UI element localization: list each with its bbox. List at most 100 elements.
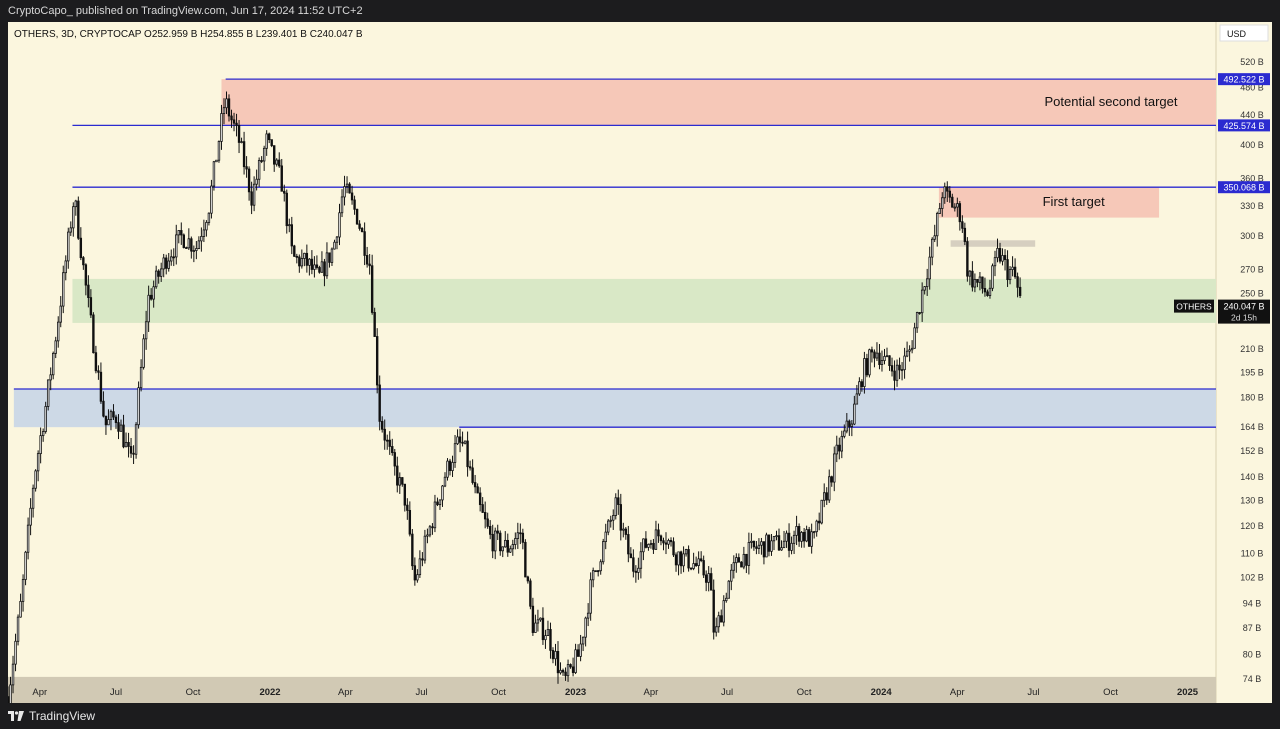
candle: [443, 472, 447, 488]
candle-body: [353, 199, 356, 210]
candle: [825, 487, 828, 505]
candle-body: [64, 260, 67, 274]
candle: [843, 424, 846, 439]
symbol-tag-label: OTHERS: [1176, 302, 1212, 312]
candle-body: [752, 540, 756, 548]
candle-body: [82, 257, 85, 266]
candle: [159, 262, 163, 282]
time-axis[interactable]: Apr Jul Oct 2022 Apr Jul Oct 2023 Apr Jul Oct 2024 A…: [32, 687, 1198, 698]
candle: [679, 550, 683, 574]
candle-body: [162, 257, 165, 270]
candle: [988, 279, 992, 299]
candle: [144, 310, 148, 350]
time-tick-label: Oct: [797, 687, 812, 698]
candle: [509, 545, 512, 553]
candle-body: [325, 252, 329, 277]
candle: [672, 537, 675, 558]
candle: [283, 184, 286, 202]
candle: [147, 285, 150, 332]
candle-body: [642, 538, 645, 553]
candle-body: [679, 551, 683, 567]
candle-body: [406, 504, 409, 511]
candle-body: [411, 533, 414, 567]
candle: [848, 419, 851, 436]
candle: [82, 256, 85, 270]
candle: [64, 255, 67, 281]
candle: [84, 263, 88, 296]
candle: [104, 415, 108, 435]
candle-body: [478, 492, 482, 506]
price-tick-label: 110 B: [1241, 549, 1264, 559]
candle: [918, 312, 921, 315]
candle-body: [368, 263, 371, 267]
level-price-tag-bg: [1218, 181, 1270, 194]
candle: [612, 509, 615, 530]
candle-body: [225, 98, 228, 109]
candle: [893, 360, 896, 391]
currency-box[interactable]: [1219, 24, 1269, 42]
candle-body: [104, 415, 108, 426]
candle: [637, 557, 640, 580]
candle: [230, 109, 233, 128]
price-tick-label: 210 B: [1240, 344, 1264, 354]
candle-body: [139, 366, 143, 389]
candle: [478, 487, 482, 512]
candle-body: [142, 338, 145, 368]
tradingview-logo[interactable]: TradingView: [8, 709, 95, 723]
candle: [1008, 266, 1012, 285]
candle: [152, 280, 155, 308]
candle: [280, 158, 283, 192]
candle: [375, 328, 379, 394]
candle-body: [418, 558, 422, 576]
candle: [132, 445, 135, 465]
candle-body: [677, 551, 680, 566]
candle: [433, 494, 437, 533]
candle: [328, 252, 331, 268]
candle-body: [569, 664, 572, 668]
candle: [453, 435, 457, 468]
price-tick-label: 250 B: [1240, 289, 1264, 299]
candle: [257, 157, 261, 187]
candle: [551, 647, 555, 664]
candle: [697, 551, 700, 574]
candle: [898, 357, 901, 380]
candle: [569, 663, 572, 669]
level-price-tag-label: 350.068 B: [1223, 183, 1264, 193]
candle: [634, 565, 638, 583]
candle-body: [147, 294, 150, 323]
candle-body: [727, 580, 730, 599]
candle: [951, 193, 954, 208]
candle-body: [456, 436, 459, 445]
candle-body: [742, 553, 746, 568]
candle-body: [800, 532, 803, 542]
candle: [488, 520, 492, 540]
candle: [167, 253, 170, 272]
candle-body: [187, 238, 191, 249]
candle-body: [838, 444, 841, 452]
candle: [355, 208, 359, 225]
candle-body: [448, 460, 452, 471]
candle: [624, 527, 628, 540]
candle-body: [1003, 255, 1007, 260]
candle-body: [895, 364, 899, 381]
candle-body: [732, 562, 736, 571]
candle: [386, 434, 389, 450]
candle: [391, 438, 394, 456]
candle-body: [883, 356, 886, 361]
candle-body: [217, 141, 221, 161]
candle-body: [290, 224, 293, 247]
candle-body: [97, 370, 100, 373]
candle-body: [14, 640, 17, 665]
candle-body: [888, 355, 891, 366]
candle: [72, 202, 75, 237]
candle-body: [617, 497, 620, 505]
level-price-tag-label: 425.574 B: [1223, 121, 1264, 131]
candle: [828, 469, 831, 503]
candle-body: [599, 561, 602, 572]
candle: [378, 375, 381, 431]
candle: [845, 413, 849, 434]
candle: [805, 525, 808, 543]
